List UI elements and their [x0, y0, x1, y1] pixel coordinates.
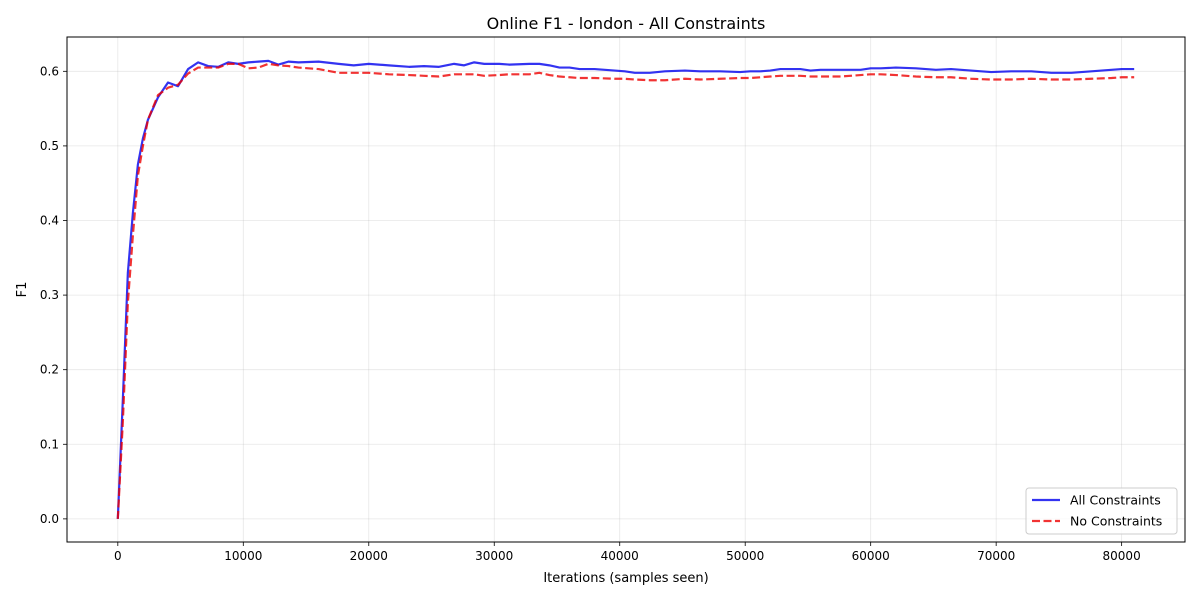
y-tick-label: 0.3	[40, 288, 59, 302]
legend: All Constraints No Constraints	[1025, 487, 1178, 535]
x-tick-label: 0	[114, 549, 122, 563]
x-tick-label: 10000	[224, 549, 262, 563]
y-tick-label: 0.4	[40, 214, 59, 228]
series-lines	[116, 59, 1135, 519]
series-line-no-constraints	[116, 62, 1135, 519]
x-tick-label: 50000	[726, 549, 764, 563]
x-tick-label: 40000	[601, 549, 639, 563]
chart-title: Online F1 - london - All Constraints	[487, 14, 766, 33]
y-tick-label: 0.0	[40, 512, 59, 526]
x-tick-label: 80000	[1103, 549, 1141, 563]
x-axis-label: Iterations (samples seen)	[543, 571, 708, 586]
y-axis-label: F1	[15, 282, 30, 298]
series-line-all-constraints	[116, 59, 1135, 519]
legend-box	[1025, 487, 1178, 535]
y-tick-label: 0.2	[40, 363, 59, 377]
x-tick-label: 30000	[475, 549, 513, 563]
x-tick-label: 60000	[852, 549, 890, 563]
legend-label: All Constraints	[1070, 493, 1161, 508]
legend-label: No Constraints	[1070, 514, 1162, 529]
x-tick-label: 20000	[350, 549, 388, 563]
y-tick-label: 0.5	[40, 139, 59, 153]
y-tick-label: 0.1	[40, 437, 59, 451]
plot-area-frame	[66, 36, 1186, 543]
grid-lines	[67, 37, 1185, 542]
x-tick-label: 70000	[977, 549, 1015, 563]
y-tick-label: 0.6	[40, 64, 59, 78]
axis-ticks: 0 10000 20000 30000 40000 50000 60000 70000 8000…	[40, 64, 1141, 563]
